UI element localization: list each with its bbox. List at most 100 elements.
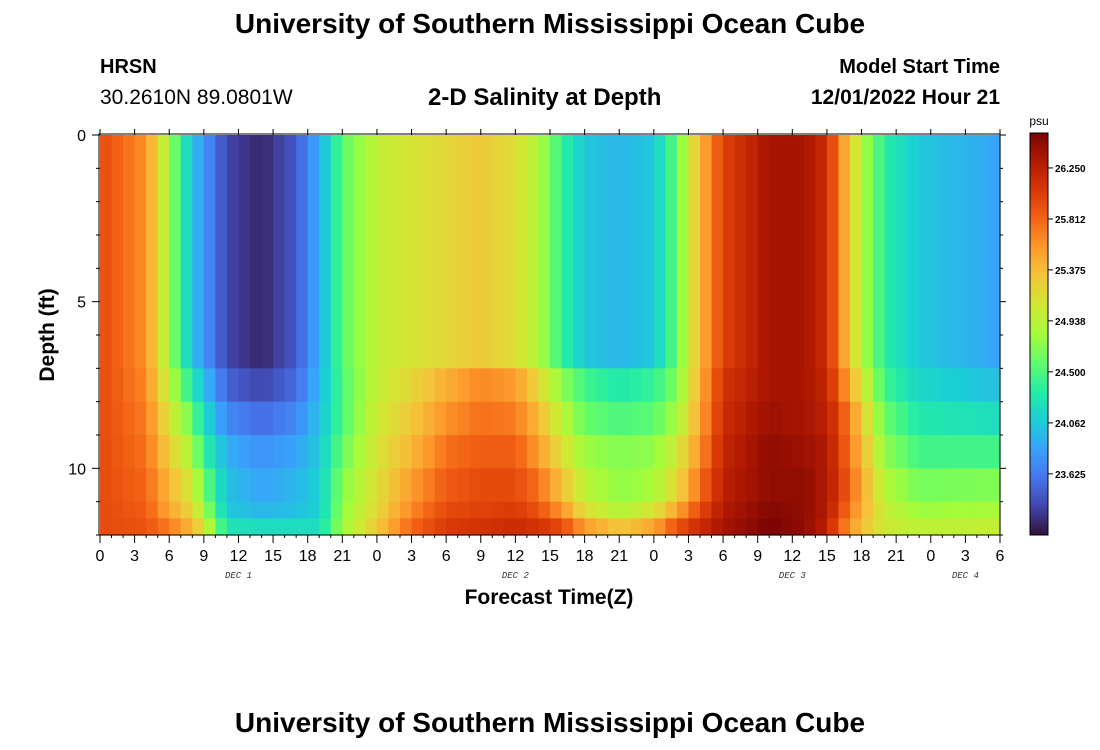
heatmap-cell bbox=[123, 501, 136, 519]
heatmap-cell bbox=[411, 435, 424, 469]
heatmap-cell bbox=[723, 401, 736, 436]
heatmap-cell bbox=[850, 135, 863, 369]
heatmap-cell bbox=[411, 468, 424, 503]
heatmap-cell bbox=[676, 468, 690, 503]
heatmap-cell bbox=[319, 401, 332, 436]
heatmap-cell bbox=[330, 501, 343, 519]
heatmap-cell bbox=[100, 435, 113, 469]
x-tick-label: 0 bbox=[96, 548, 105, 565]
heatmap-cell bbox=[203, 501, 216, 519]
heatmap-cell bbox=[734, 135, 747, 369]
colorbar-tick-label: 25.375 bbox=[1055, 266, 1086, 277]
heatmap-cell bbox=[653, 435, 666, 469]
heatmap-cell bbox=[307, 135, 320, 369]
heatmap-cell bbox=[365, 401, 378, 436]
heatmap-cell bbox=[226, 135, 240, 369]
heatmap-cell bbox=[826, 135, 840, 369]
heatmap-cell bbox=[226, 401, 240, 436]
heatmap-cell bbox=[330, 468, 343, 503]
heatmap-cell bbox=[411, 368, 424, 403]
heatmap-cell bbox=[469, 501, 482, 519]
heatmap-cell bbox=[988, 401, 1001, 436]
heatmap-cell bbox=[619, 368, 632, 403]
heatmap-cell bbox=[238, 135, 251, 369]
heatmap-cell bbox=[146, 435, 159, 469]
heatmap-cell bbox=[907, 401, 920, 436]
heatmap-cell bbox=[330, 368, 343, 403]
heatmap-cell bbox=[723, 518, 736, 536]
heatmap-cell bbox=[203, 368, 216, 403]
x-tick-label: 3 bbox=[407, 548, 416, 565]
heatmap-cell bbox=[573, 501, 586, 519]
heatmap-cell bbox=[653, 368, 666, 403]
main-title: University of Southern Mississippi Ocean… bbox=[234, 8, 866, 39]
heatmap-cell bbox=[596, 435, 609, 469]
heatmap-cell bbox=[861, 368, 874, 403]
heatmap-cell bbox=[873, 368, 886, 403]
heatmap-cell bbox=[573, 435, 586, 469]
heatmap-cell bbox=[169, 368, 182, 403]
heatmap-cell bbox=[434, 435, 447, 469]
heatmap-cell bbox=[492, 501, 505, 519]
day-label: DEC 4 bbox=[952, 571, 979, 581]
heatmap-cell bbox=[723, 468, 736, 503]
heatmap-cell bbox=[388, 135, 401, 369]
heatmap-cell bbox=[457, 518, 470, 536]
heatmap-cell bbox=[550, 135, 563, 369]
x-tick-label: 21 bbox=[333, 548, 351, 565]
heatmap-cell bbox=[192, 135, 205, 369]
heatmap-cell bbox=[757, 501, 770, 519]
heatmap-cell bbox=[734, 368, 747, 403]
heatmap-cell bbox=[873, 518, 886, 536]
heatmap-cell bbox=[538, 518, 551, 536]
heatmap-cell bbox=[815, 368, 828, 403]
x-tick-label: 21 bbox=[610, 548, 628, 565]
heatmap-cell bbox=[400, 135, 413, 369]
heatmap-cell bbox=[157, 518, 170, 536]
heatmap-cell bbox=[376, 401, 390, 436]
heatmap-cell bbox=[965, 368, 978, 403]
heatmap-cell bbox=[503, 518, 516, 536]
heatmap-cell bbox=[411, 135, 424, 369]
heatmap-cell bbox=[480, 501, 493, 519]
heatmap-cell bbox=[803, 135, 816, 369]
heatmap-cell bbox=[123, 368, 136, 403]
heatmap-cell bbox=[169, 501, 182, 519]
model-start-time: 12/01/2022 Hour 21 bbox=[810, 86, 1000, 109]
heatmap-cell bbox=[273, 368, 286, 403]
heatmap-cell bbox=[850, 435, 863, 469]
x-tick-label: 12 bbox=[230, 548, 248, 565]
heatmap-cell bbox=[584, 435, 597, 469]
heatmap-cell bbox=[157, 401, 170, 436]
heatmap-cell bbox=[780, 135, 793, 369]
heatmap-cell bbox=[711, 135, 724, 369]
heatmap-cell bbox=[434, 368, 447, 403]
heatmap-cell bbox=[261, 401, 274, 436]
heatmap-cell bbox=[746, 518, 759, 536]
heatmap-cell bbox=[180, 435, 193, 469]
heatmap-cell bbox=[123, 435, 136, 469]
heatmap-cell bbox=[619, 468, 632, 503]
heatmap-cell bbox=[757, 435, 770, 469]
heatmap-cell bbox=[273, 435, 286, 469]
heatmap-cell bbox=[838, 501, 851, 519]
heatmap-cell bbox=[157, 468, 170, 503]
heatmap-cell bbox=[492, 518, 505, 536]
heatmap-cell bbox=[411, 518, 424, 536]
heatmap-cell bbox=[838, 468, 851, 503]
heatmap-cell bbox=[803, 435, 816, 469]
x-tick-label: 9 bbox=[199, 548, 208, 565]
heatmap-cell bbox=[365, 468, 378, 503]
heatmap-cell bbox=[469, 435, 482, 469]
heatmap-cell bbox=[861, 135, 874, 369]
heatmap-cell bbox=[400, 468, 413, 503]
heatmap-cell bbox=[538, 435, 551, 469]
heatmap-cell bbox=[134, 368, 147, 403]
heatmap-cell bbox=[434, 501, 447, 519]
heatmap-cell bbox=[803, 368, 816, 403]
heatmap-cell bbox=[376, 135, 390, 369]
heatmap-cell bbox=[734, 435, 747, 469]
heatmap-cell bbox=[146, 518, 159, 536]
heatmap-cell bbox=[780, 401, 793, 436]
heatmap-cell bbox=[526, 501, 540, 519]
